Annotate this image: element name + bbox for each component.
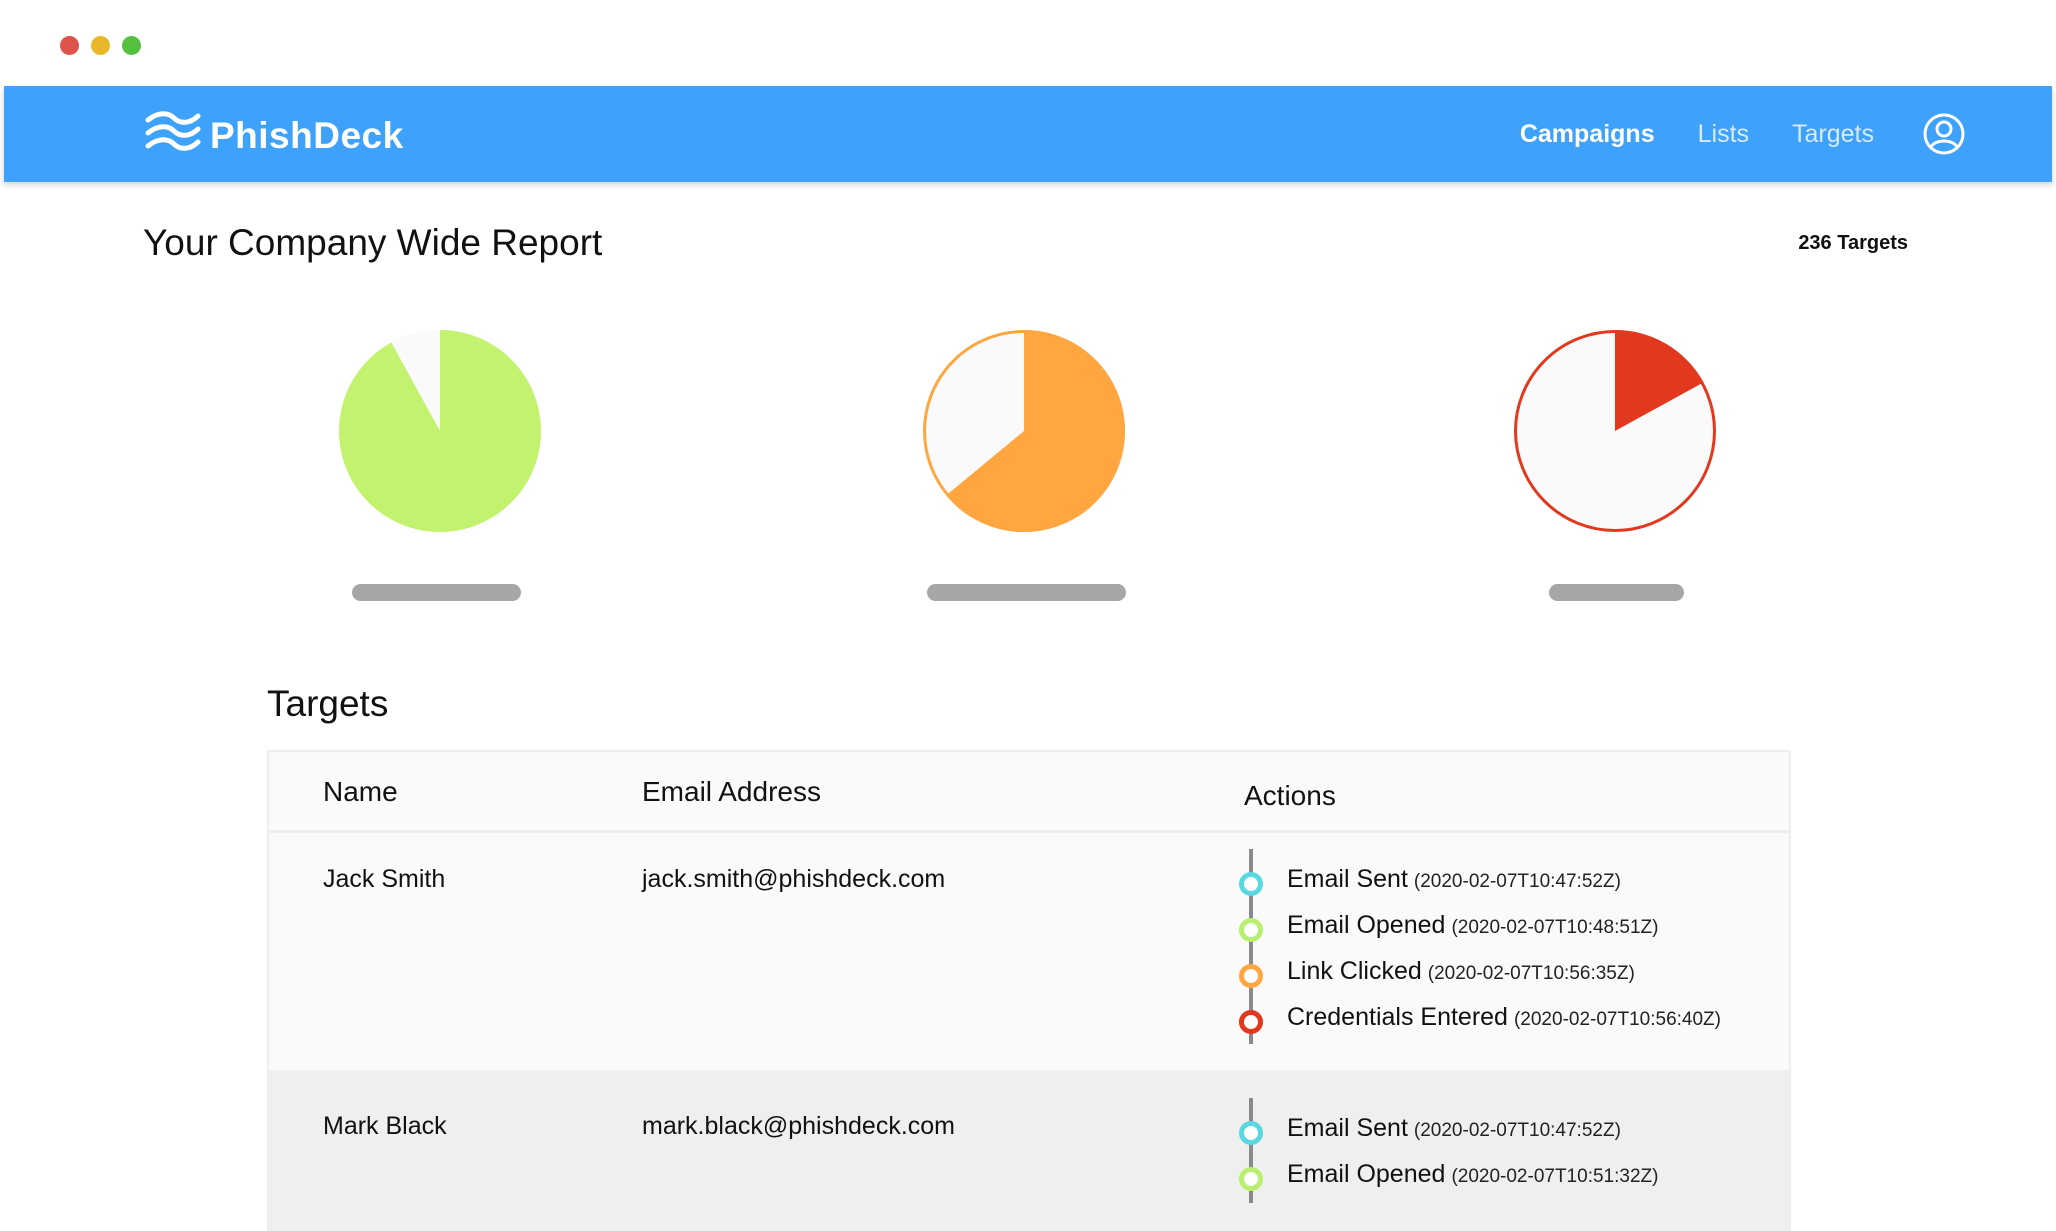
link-clicked-dot-icon — [1239, 964, 1263, 988]
brand-logo[interactable]: PhishDeck — [144, 110, 404, 161]
timeline-line — [1249, 849, 1253, 1044]
action-time: (2020-02-07T10:47:52Z) — [1413, 1120, 1621, 1141]
target-email: mark.black@phishdeck.com — [642, 1112, 955, 1140]
table-row[interactable]: Mark Black mark.black@phishdeck.com Emai… — [269, 1070, 1789, 1231]
target-name: Mark Black — [323, 1112, 447, 1140]
window-minimize-button[interactable] — [91, 36, 110, 55]
credentials-entered-dot-icon — [1239, 1010, 1263, 1034]
pie-label-placeholder — [1549, 584, 1684, 601]
action-time: (2020-02-07T10:48:51Z) — [1451, 917, 1659, 938]
targets-section-title: Targets — [267, 683, 389, 724]
action-time: (2020-02-07T10:56:40Z) — [1513, 1009, 1721, 1030]
email-sent-dot-icon — [1239, 872, 1263, 896]
pie-outline — [923, 330, 1125, 532]
pie-slice — [946, 330, 1125, 532]
brand-name: PhishDeck — [210, 114, 404, 156]
nav-link-targets[interactable]: Targets — [1792, 119, 1874, 148]
pie-label-placeholder — [927, 584, 1126, 601]
action-label: Email Sent (2020-02-07T10:47:52Z) — [1287, 1114, 1621, 1142]
column-header-name[interactable]: Name — [323, 776, 398, 807]
action-label: Link Clicked (2020-02-07T10:56:35Z) — [1287, 957, 1635, 985]
action-time: (2020-02-07T10:51:32Z) — [1451, 1166, 1659, 1187]
table-header: Name Email Address Actions — [269, 752, 1789, 833]
user-circle-icon[interactable] — [1922, 112, 1966, 156]
table-row[interactable]: Jack Smith jack.smith@phishdeck.com Emai… — [269, 833, 1789, 1070]
email-opened-dot-icon — [1239, 918, 1263, 942]
action-time: (2020-02-07T10:47:52Z) — [1413, 871, 1621, 892]
report-title: Your Company Wide Report — [143, 222, 603, 263]
email-sent-dot-icon — [1239, 1121, 1263, 1145]
action-label: Credentials Entered (2020-02-07T10:56:40Z… — [1287, 1003, 1721, 1031]
email-opened-dot-icon — [1239, 1167, 1263, 1191]
window-controls — [60, 36, 141, 55]
pie-link-clicked — [923, 330, 1125, 532]
top-navbar: PhishDeck Campaigns Lists Targets — [4, 86, 2052, 182]
pie-slice — [339, 330, 541, 532]
action-label: Email Sent (2020-02-07T10:47:52Z) — [1287, 865, 1621, 893]
pie-credentials-entered — [1514, 330, 1716, 532]
nav-link-lists[interactable]: Lists — [1697, 119, 1750, 148]
column-header-email[interactable]: Email Address — [642, 776, 821, 807]
targets-table: Name Email Address Actions Jack Smith ja… — [267, 750, 1791, 1231]
action-label: Email Opened (2020-02-07T10:51:32Z) — [1287, 1160, 1659, 1188]
waves-logo-icon — [144, 110, 202, 161]
nav-links: Campaigns Lists Targets — [1477, 86, 1966, 182]
window-maximize-button[interactable] — [122, 36, 141, 55]
pie-outline — [1514, 330, 1716, 532]
column-header-actions[interactable]: Actions — [1244, 780, 1336, 811]
targets-count: 236 Targets — [1798, 232, 1908, 254]
target-email: jack.smith@phishdeck.com — [642, 865, 946, 893]
action-label: Email Opened (2020-02-07T10:48:51Z) — [1287, 911, 1659, 939]
pie-label-placeholder — [352, 584, 521, 601]
pie-email-opened — [339, 330, 541, 532]
target-name: Jack Smith — [323, 865, 446, 893]
action-time: (2020-02-07T10:56:35Z) — [1427, 963, 1635, 984]
timeline-line — [1249, 1098, 1253, 1203]
nav-link-campaigns[interactable]: Campaigns — [1519, 119, 1655, 148]
window-close-button[interactable] — [60, 36, 79, 55]
